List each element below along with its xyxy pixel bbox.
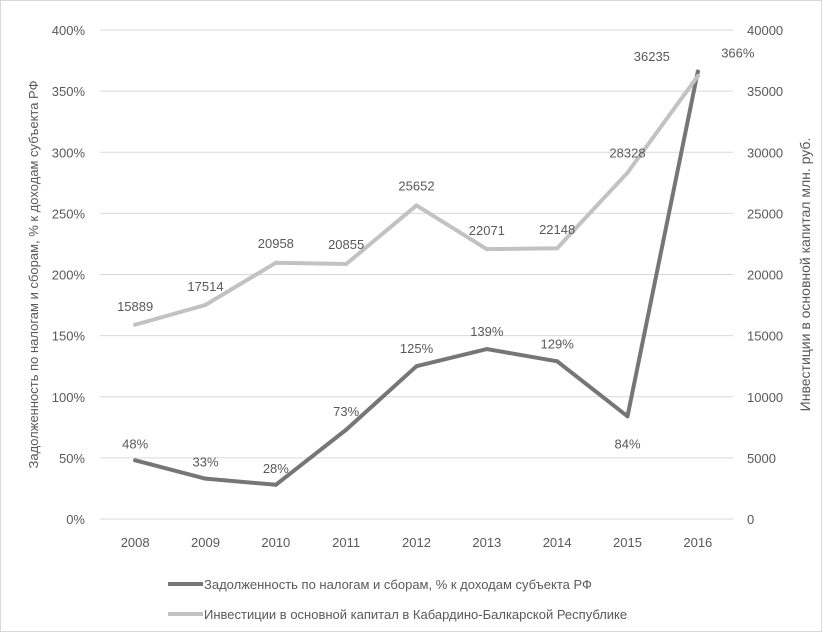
data-point — [273, 482, 278, 487]
left-tick-label: 300% — [52, 145, 86, 160]
data-label: 28% — [263, 461, 289, 476]
x-tick-label: 2012 — [402, 535, 431, 550]
right-tick-label: 40000 — [747, 23, 783, 38]
data-label: 129% — [541, 336, 575, 351]
left-tick-label: 250% — [52, 206, 86, 221]
data-label: 36235 — [634, 49, 670, 64]
legend-label: Инвестиции в основной капитал в Кабардин… — [204, 607, 627, 622]
left-axis-title: Задолженность по налогам и сборам, % к д… — [26, 80, 41, 468]
right-tick-label: 35000 — [747, 84, 783, 99]
data-label: 22148 — [539, 222, 575, 237]
x-tick-label: 2009 — [191, 535, 220, 550]
data-label: 84% — [614, 436, 640, 451]
data-point — [414, 203, 419, 208]
data-label: 125% — [400, 341, 434, 356]
data-point — [273, 260, 278, 265]
left-tick-label: 400% — [52, 23, 86, 38]
data-label: 20958 — [258, 236, 294, 251]
left-tick-label: 350% — [52, 84, 86, 99]
x-tick-label: 2010 — [261, 535, 290, 550]
data-label: 15889 — [117, 299, 153, 314]
data-label: 25652 — [398, 178, 434, 193]
data-point — [203, 476, 208, 481]
data-point — [344, 262, 349, 267]
left-tick-label: 100% — [52, 390, 86, 405]
data-point — [555, 246, 560, 251]
right-tick-label: 5000 — [747, 451, 776, 466]
left-tick-label: 50% — [59, 451, 85, 466]
data-point — [484, 247, 489, 252]
data-label: 139% — [470, 324, 504, 339]
data-label: 20855 — [328, 237, 364, 252]
data-point — [133, 458, 138, 463]
data-point — [625, 414, 630, 419]
data-point — [203, 302, 208, 307]
data-point — [695, 69, 700, 74]
right-tick-label: 0 — [747, 512, 754, 527]
data-point — [344, 427, 349, 432]
x-tick-label: 2014 — [543, 535, 572, 550]
left-tick-label: 150% — [52, 329, 86, 344]
data-label: 48% — [122, 436, 148, 451]
x-tick-label: 2011 — [332, 535, 360, 550]
x-tick-label: 2008 — [121, 535, 150, 550]
data-label: 22071 — [469, 223, 505, 238]
right-tick-label: 10000 — [747, 390, 783, 405]
right-tick-label: 30000 — [747, 145, 783, 160]
right-axis-title: Инвестиции в основной капитал млн. руб. — [797, 138, 813, 412]
data-label: 33% — [192, 455, 218, 470]
left-tick-label: 200% — [52, 268, 86, 283]
data-point — [133, 322, 138, 327]
data-point — [484, 347, 489, 352]
x-tick-label: 2015 — [613, 535, 642, 550]
data-point — [414, 364, 419, 369]
data-label: 28328 — [609, 146, 645, 161]
data-point — [695, 74, 700, 79]
data-label: 366% — [721, 46, 755, 61]
data-point — [625, 170, 630, 175]
data-label: 17514 — [187, 279, 223, 294]
x-tick-label: 2013 — [472, 535, 501, 550]
right-tick-label: 25000 — [747, 206, 783, 221]
legend-label: Задолженность по налогам и сборам, % к д… — [204, 577, 592, 592]
left-tick-label: 0% — [66, 512, 85, 527]
x-tick-label: 2016 — [683, 535, 712, 550]
data-label: 73% — [333, 404, 359, 419]
data-point — [555, 359, 560, 364]
right-tick-label: 15000 — [747, 329, 783, 344]
right-tick-label: 20000 — [747, 268, 783, 283]
